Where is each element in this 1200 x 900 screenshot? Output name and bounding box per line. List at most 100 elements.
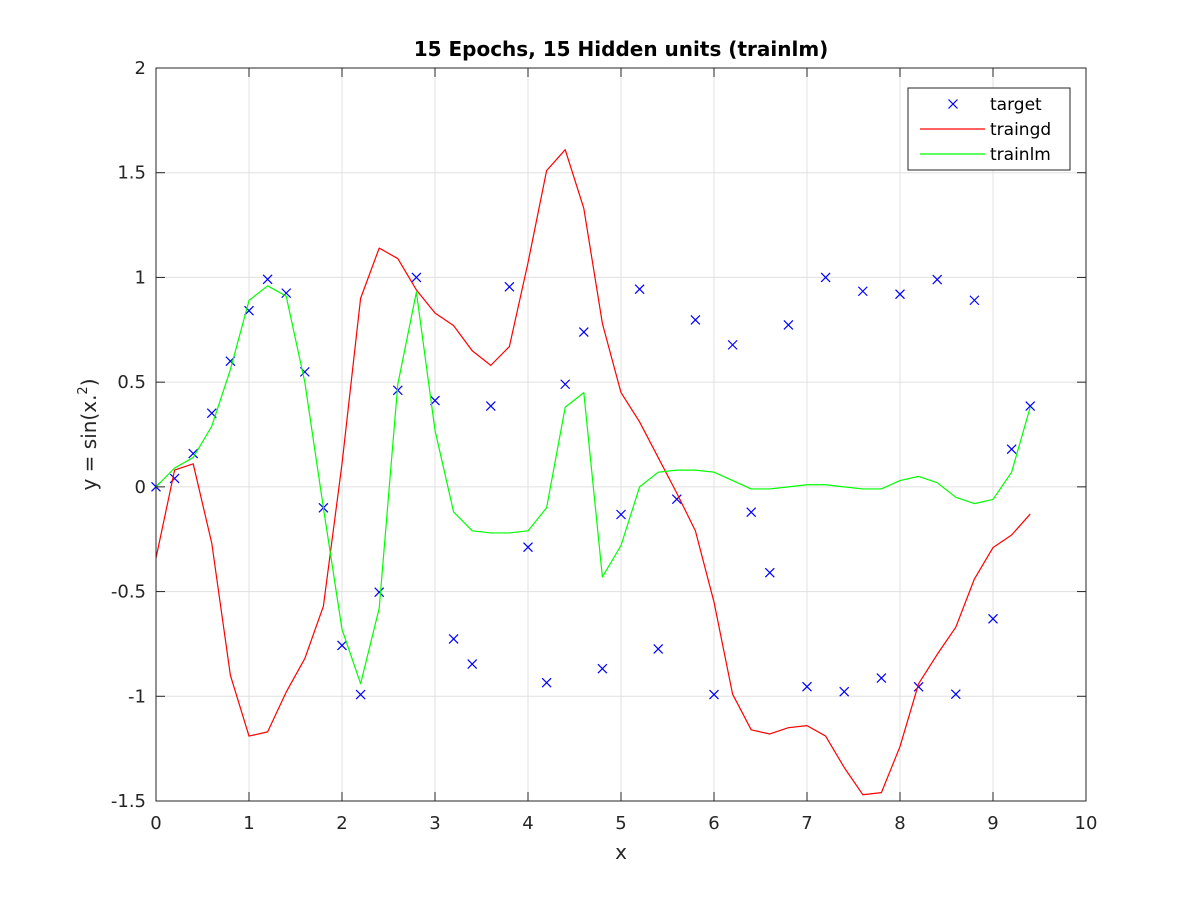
tick-labels: 0 1 2 3 4 5 6 7 8 9 10 -1.5 -1 -0.5 0 0.5 1 1.5 2 <box>111 58 1098 834</box>
data-point-stroke-b <box>206 408 217 419</box>
x-tick-label-8: 8 <box>894 813 905 834</box>
data-point-stroke-b <box>913 681 924 692</box>
legend-swatch-stroke-b <box>948 99 958 109</box>
data-point-stroke-b <box>969 295 980 306</box>
data-point-stroke-b <box>932 274 943 285</box>
data-point-target-21 <box>541 677 552 688</box>
data-point-stroke-b <box>895 289 905 300</box>
data-point-target-34 <box>783 320 794 330</box>
data-point-stroke-b <box>467 659 478 669</box>
data-point-stroke-b <box>802 681 812 692</box>
data-point-target-32 <box>746 507 757 518</box>
data-point-target-22 <box>560 379 571 390</box>
axes-frame <box>155 67 1087 802</box>
data-point-stroke-b <box>857 286 868 297</box>
data-point-target-20 <box>523 542 533 553</box>
data-point-stroke-b <box>188 448 199 459</box>
series-line-traingd <box>155 149 1031 796</box>
data-point-stroke-b <box>448 633 459 644</box>
data-point-target-26 <box>634 284 645 295</box>
series-target <box>151 272 1036 700</box>
data-point-target-35 <box>802 681 812 692</box>
data-point-target-11 <box>355 689 366 700</box>
x-tick-label-0: 0 <box>150 813 161 834</box>
series-line-trainlm <box>155 285 1031 685</box>
data-point-target-44 <box>969 295 980 306</box>
data-point-stroke-b <box>839 686 850 697</box>
data-point-target-47 <box>1025 401 1036 411</box>
data-point-target-31 <box>727 339 738 350</box>
x-tick-label-5: 5 <box>615 813 626 834</box>
legend-label-trainlm: trainlm <box>990 145 1051 165</box>
data-point-target-12 <box>374 587 385 598</box>
data-point-target-36 <box>820 272 831 283</box>
legend-label-traingd: traingd <box>990 120 1051 140</box>
series-traingd <box>155 149 1031 796</box>
series-trainlm <box>155 285 1031 685</box>
x-tick-label-10: 10 <box>1075 813 1098 834</box>
legend-item-target: target <box>948 95 1042 115</box>
data-point-target-42 <box>932 274 943 285</box>
data-point-stroke-b <box>876 673 887 683</box>
data-point-target-25 <box>616 509 626 520</box>
y-tick-label-3: 0 <box>135 477 146 498</box>
data-point-stroke-b <box>355 689 366 700</box>
data-point-stroke-b <box>764 567 775 578</box>
data-point-stroke-b <box>523 542 533 553</box>
data-point-target-19 <box>504 281 515 292</box>
y-axis-label-superscript: 2 <box>76 386 91 394</box>
data-point-stroke-b <box>616 509 626 520</box>
data-point-target-30 <box>709 689 719 700</box>
y-tick-label-0: -1.5 <box>111 791 146 812</box>
data-point-target-37 <box>839 686 850 697</box>
data-point-stroke-b <box>541 677 552 688</box>
data-point-stroke-b <box>950 689 961 700</box>
legend-swatch-target <box>948 99 958 109</box>
data-point-stroke-b <box>1006 444 1017 455</box>
data-point-stroke-b <box>727 339 738 350</box>
y-axis-label-main: y = sin(x. <box>77 395 101 491</box>
y-tick-label-2: -0.5 <box>111 582 146 603</box>
data-point-stroke-b <box>504 281 515 292</box>
data-point-stroke-b <box>299 366 310 377</box>
data-point-target-16 <box>448 633 459 644</box>
data-point-target-28 <box>671 494 682 505</box>
y-axis-label-group: y = sin(x.2) <box>76 378 101 490</box>
data-point-target-39 <box>876 673 887 683</box>
data-point-stroke-b <box>485 401 496 411</box>
data-point-target-14 <box>411 272 422 283</box>
x-tick-label-9: 9 <box>987 813 998 834</box>
legend: target traingd trainlm <box>907 87 1071 171</box>
data-point-target-7 <box>281 288 292 299</box>
data-point-stroke-b <box>560 379 571 390</box>
legend-item-traingd: traingd <box>920 120 1051 140</box>
data-point-target-33 <box>764 567 775 578</box>
data-point-stroke-b <box>374 587 385 598</box>
data-point-stroke-b <box>597 663 608 674</box>
data-point-stroke-b <box>671 494 682 505</box>
data-point-stroke-b <box>746 507 757 518</box>
data-point-stroke-b <box>690 315 701 325</box>
data-point-stroke-b <box>262 274 273 285</box>
data-point-target-27 <box>653 644 664 654</box>
x-axis-label: x <box>615 840 627 864</box>
data-point-target-43 <box>950 689 961 700</box>
series-layer <box>151 149 1036 796</box>
data-point-stroke-b <box>988 613 998 624</box>
data-point-target-6 <box>262 274 273 285</box>
y-tick-label-6: 1.5 <box>117 163 146 184</box>
legend-label-target: target <box>990 95 1042 115</box>
data-point-target-24 <box>597 663 608 674</box>
x-tick-label-6: 6 <box>708 813 719 834</box>
y-tick-label-5: 1 <box>135 267 146 288</box>
x-tick-label-2: 2 <box>336 813 347 834</box>
data-point-stroke-b <box>281 288 292 299</box>
data-point-target-29 <box>690 315 701 325</box>
y-axis-label-close: ) <box>77 378 101 386</box>
x-tick-label-7: 7 <box>801 813 812 834</box>
y-tick-label-4: 0.5 <box>117 372 146 393</box>
data-point-stroke-b <box>411 272 422 283</box>
y-axis-label: y = sin(x.2) <box>76 378 101 490</box>
y-tick-label-1: -1 <box>128 686 146 707</box>
